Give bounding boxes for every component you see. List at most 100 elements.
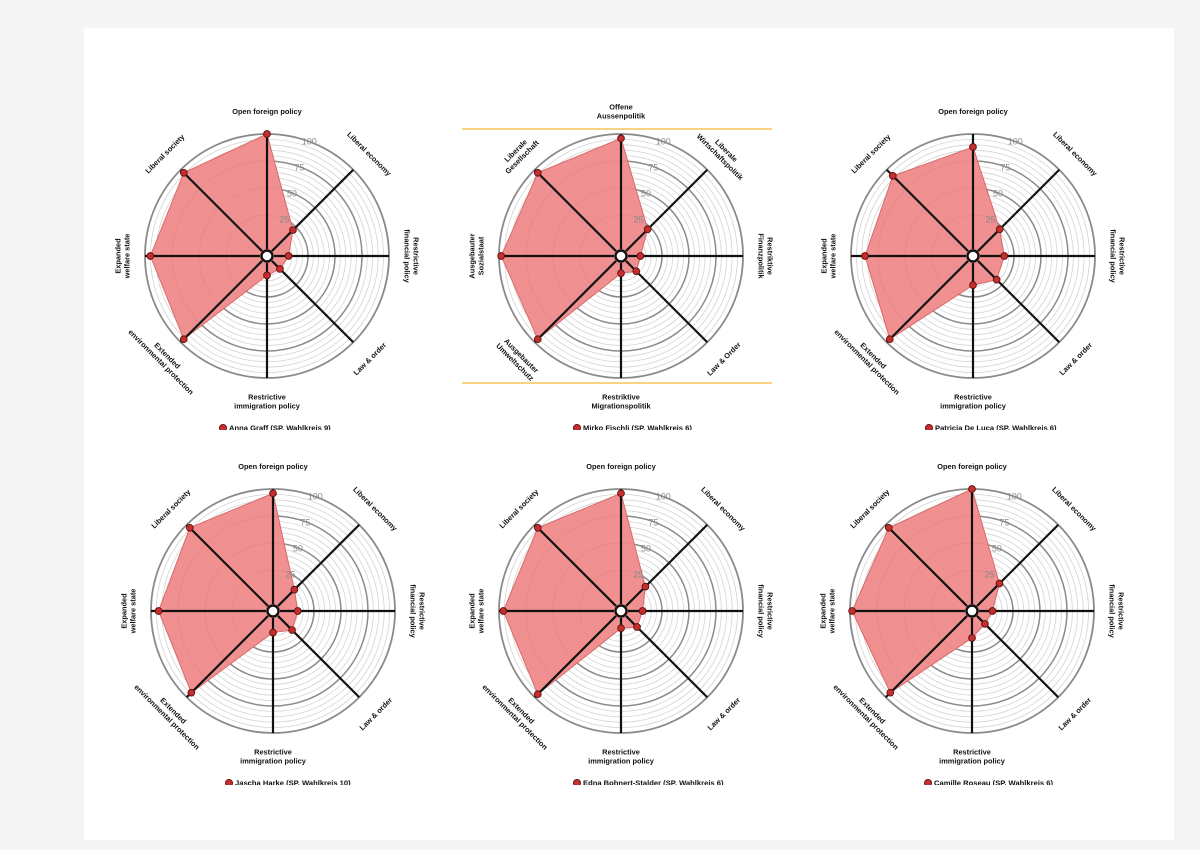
data-point-restrictive-financial-policy xyxy=(988,607,997,615)
axis-label-law-order: Law & order xyxy=(706,695,743,732)
data-point-restrictive-financial-policy xyxy=(284,252,293,260)
data-point-restrictive-financial-policy xyxy=(293,607,302,615)
axis-spoke-liberal-society xyxy=(884,523,968,607)
axis-spoke-extended-environmental-protection xyxy=(179,260,263,344)
axis-label-group: Restrictive immigration policy xyxy=(240,748,307,766)
legend-label: Patricia De Luca (SP, Wahlkreis 6) xyxy=(935,424,1057,431)
axis-label-restrictive-financial-policy: Restrictivefinancial policy xyxy=(403,229,421,283)
axis-spoke-ausgebauter-umweltschutz xyxy=(533,260,617,344)
axis-spoke-liberal-economy xyxy=(976,523,1060,607)
axis-label-law-order: Law & order xyxy=(1058,340,1095,377)
axis-spoke-liberale-wirtschaftspolitik xyxy=(625,168,709,252)
axis-label-group: Restrictivefinancial policy xyxy=(757,584,775,638)
data-point-ausgebauter-sozialstaat xyxy=(497,252,506,260)
axis-label-group: Restrictivefinancial policy xyxy=(403,229,421,283)
axis-spoke-law-order xyxy=(625,260,709,344)
legend: Anna Graff (SP, Wahlkreis 9) xyxy=(219,424,331,430)
data-point-liberale-gesellschaft xyxy=(533,168,542,177)
axis-label-restriktive-finanzpolitik: RestriktiveFinanzpolitik xyxy=(757,233,775,279)
data-point-expanded-welfare-state xyxy=(154,607,163,615)
data-point-restriktive-migrationspolitik xyxy=(617,269,625,278)
legend: Camille Roseau (SP, Wahlkreis 6) xyxy=(924,779,1053,785)
legend-marker xyxy=(225,779,233,785)
axis-label-group: Open foreign policy xyxy=(232,107,302,116)
radar-chart-3: 25 50 75 100 Open foreign policy Liberal econ… xyxy=(789,40,1149,430)
axis-label-group: Open foreign policy xyxy=(586,462,656,471)
data-point-restrictive-immigration-policy xyxy=(617,624,625,633)
tick-label: 50 xyxy=(641,189,651,199)
axis-spoke-extended-environmental-protection xyxy=(185,615,269,699)
data-point-extended-environmental-protection xyxy=(886,688,895,697)
tick-label: 50 xyxy=(992,544,1002,554)
data-point-open-foreign-policy xyxy=(968,485,976,493)
axis-spoke-liberal-economy xyxy=(977,168,1061,252)
tick-label: 25 xyxy=(985,214,995,224)
radar-chart-2: 25 50 75 100 Offene Aussenpolitik LiberaleWirt… xyxy=(437,40,797,430)
tick-label: 50 xyxy=(287,189,297,199)
axis-label-offene-aussenpolitik: Offene Aussenpolitik xyxy=(597,103,646,121)
data-polygon xyxy=(502,492,646,696)
axis-label-expanded-welfare-state: Expandedwelfare state xyxy=(468,589,486,635)
data-point-liberal-society xyxy=(884,523,893,532)
data-point-law-order xyxy=(992,275,1001,284)
data-point-liberal-economy xyxy=(289,226,297,234)
legend-marker xyxy=(925,424,933,430)
legend-marker xyxy=(573,779,581,785)
axis-label-group: Open foreign policy xyxy=(938,107,1008,116)
axis-spoke-liberale-gesellschaft xyxy=(533,168,617,252)
axis-label-expanded-welfare-state: Expandedwelfare state xyxy=(120,589,138,635)
axis-label-group: Expandedwelfare state xyxy=(468,589,486,635)
legend-marker xyxy=(573,424,581,430)
axis-label-restrictive-immigration-policy: Restrictive immigration policy xyxy=(240,748,307,766)
axis-label-group: Expandedwelfare state xyxy=(114,234,132,280)
center-marker xyxy=(260,249,274,263)
data-point-restrictive-immigration-policy xyxy=(968,634,976,642)
axis-label-restrictive-financial-policy: Restrictivefinancial policy xyxy=(1108,584,1126,638)
axis-label-group: Restrictive immigration policy xyxy=(588,748,655,766)
axis-label-law-order: Law & Order xyxy=(705,340,743,378)
data-point-law-order xyxy=(632,267,641,276)
axis-label-group: Restrictivefinancial policy xyxy=(1108,584,1126,638)
data-point-liberal-society xyxy=(185,523,194,532)
data-point-expanded-welfare-state xyxy=(861,252,869,260)
axis-spoke-law-order xyxy=(271,260,355,344)
center-marker xyxy=(966,249,980,263)
axis-label-law-order: Law & order xyxy=(352,340,389,377)
center-marker xyxy=(614,604,628,618)
data-point-liberal-economy xyxy=(641,582,650,591)
legend-marker xyxy=(924,779,932,785)
axis-label-expanded-welfare-state: Expandedwelfare state xyxy=(819,589,837,635)
tick-label: 50 xyxy=(641,544,651,554)
data-point-law-order xyxy=(633,623,641,631)
axis-label-group: RestriktiveFinanzpolitik xyxy=(757,233,775,279)
legend-label: Jascha Harke (SP, Wahlkreis 10) xyxy=(235,779,351,786)
data-point-offene-aussenpolitik xyxy=(617,134,625,143)
axis-label-restrictive-immigration-policy: Restrictive immigration policy xyxy=(939,748,1006,766)
center-marker xyxy=(614,249,628,263)
radar-chart-1: 25 50 75 100 Open foreign policy Liberal econ… xyxy=(83,40,443,430)
axis-label-open-foreign-policy: Open foreign policy xyxy=(586,462,656,471)
data-point-law-order xyxy=(276,265,284,273)
radar-chart-6: 25 50 75 100 Open foreign policy Liberal econ… xyxy=(788,395,1148,785)
data-point-restrictive-immigration-policy xyxy=(269,628,277,637)
axis-label-group: Restrictivefinancial policy xyxy=(409,584,427,638)
axis-spoke-liberal-society xyxy=(185,523,269,607)
data-polygon xyxy=(149,133,294,341)
tick-label: 75 xyxy=(648,163,658,173)
axis-label-group: Restrictive immigration policy xyxy=(939,748,1006,766)
tick-label: 25 xyxy=(279,214,289,224)
tick-label: 100 xyxy=(1007,492,1022,502)
axis-label-group: Law & order xyxy=(352,340,389,377)
legend: Patricia De Luca (SP, Wahlkreis 6) xyxy=(925,424,1057,431)
axis-spoke-liberal-economy xyxy=(271,168,355,252)
data-point-extended-environmental-protection xyxy=(179,335,188,344)
tick-label: 50 xyxy=(993,189,1003,199)
legend: Jascha Harke (SP, Wahlkreis 10) xyxy=(225,779,351,786)
legend-label: Edna Bohnert-Stalder (SP, Wahlkreis 6) xyxy=(583,779,724,786)
tick-label: 75 xyxy=(300,518,310,528)
tick-label: 100 xyxy=(1008,137,1023,147)
axis-spoke-liberal-society xyxy=(533,523,617,607)
axis-label-group: AusgebauterSozialstaat xyxy=(468,233,486,278)
